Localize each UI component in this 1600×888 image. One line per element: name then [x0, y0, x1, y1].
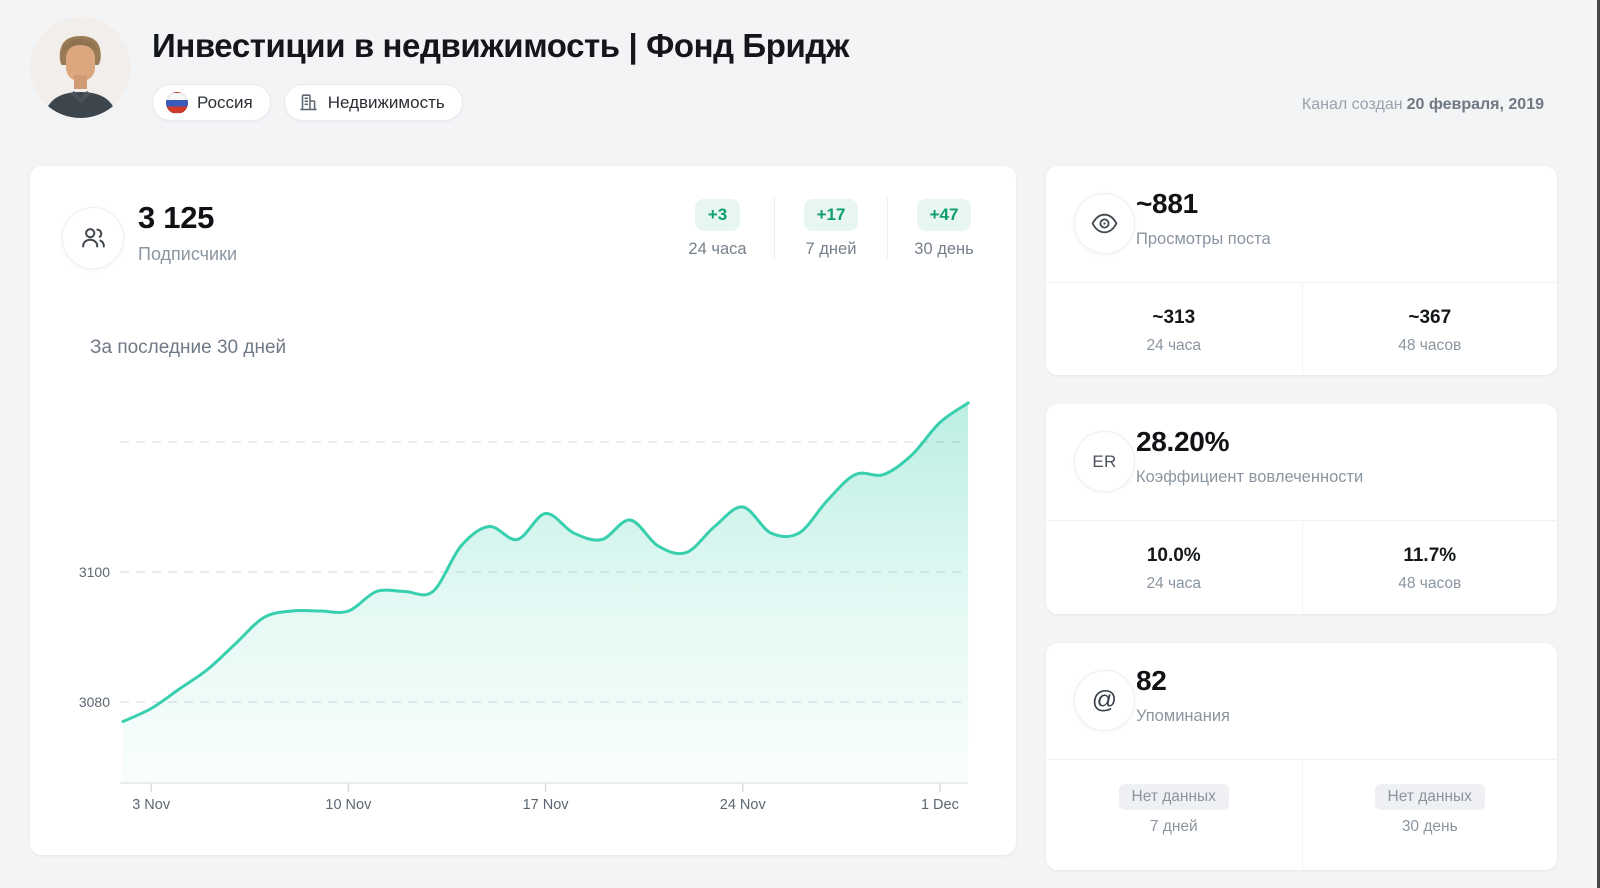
x-axis-label: 24 Nov	[719, 797, 766, 813]
mentions-breakdown: Нет данных 7 дней Нет данных 30 день	[1046, 759, 1557, 870]
area-chart-canvas[interactable]	[118, 393, 972, 793]
users-icon	[82, 228, 105, 248]
avatar-photo-illustration	[30, 17, 131, 118]
channel-created-date: Канал создан 20 февраля, 2019	[1302, 96, 1544, 114]
chart-period-label: За последние 30 дней	[90, 337, 287, 358]
window-right-edge	[1597, 0, 1600, 888]
mentions-label: Упоминания	[1136, 707, 1230, 725]
views-48h-cell: ~367 48 часов	[1301, 283, 1558, 375]
page-title: Инвестиции в недвижимость | Фонд Бридж	[152, 27, 849, 64]
post-views-breakdown: ~313 24 часа ~367 48 часов	[1046, 282, 1557, 375]
views-24h-value: ~313	[1152, 307, 1196, 328]
subscriber-deltas: +3 24 часа +17 7 дней +47 30 день	[661, 197, 1000, 259]
views-24h-cell: ~313 24 часа	[1046, 283, 1302, 375]
mentions-7d-nodata-badge: Нет данных	[1118, 784, 1229, 810]
delta-30d-period: 30 день	[914, 240, 974, 258]
subscribers-count: 3 125	[138, 200, 215, 235]
delta-7d-badge: +17	[803, 199, 859, 231]
russia-flag-icon	[166, 91, 188, 114]
post-views-label: Просмотры поста	[1136, 230, 1271, 248]
mentions-30d-period: 30 день	[1401, 818, 1458, 835]
category-badge[interactable]: Недвижимость	[283, 84, 463, 121]
chart-x-axis	[120, 782, 968, 792]
country-badge[interactable]: Россия	[152, 84, 271, 121]
x-axis-label: 1 Dec	[920, 797, 959, 813]
at-icon-circle: @	[1074, 670, 1135, 731]
eye-icon	[1091, 213, 1118, 234]
mentions-value: 82	[1136, 665, 1167, 696]
eye-icon-circle	[1074, 193, 1135, 254]
channel-badges: Россия Недвижимость	[152, 84, 463, 121]
country-badge-label: Россия	[197, 92, 253, 112]
x-axis-label: 10 Nov	[325, 797, 372, 813]
mentions-card: @ 82 Упоминания Нет данных 7 дней Нет да…	[1046, 643, 1557, 870]
building-icon	[300, 94, 317, 111]
users-icon-circle	[62, 207, 124, 269]
post-views-value: ~881	[1136, 188, 1198, 219]
at-icon: @	[1091, 686, 1118, 714]
delta-7d: +17 7 дней	[774, 197, 887, 259]
delta-7d-period: 7 дней	[805, 240, 857, 258]
engagement-rate-card: ER 28.20% Коэффициент вовлеченности 10.0…	[1046, 404, 1557, 614]
created-label: Канал создан	[1301, 96, 1403, 113]
er-icon-circle: ER	[1074, 431, 1135, 492]
er-24h-period: 24 часа	[1146, 575, 1202, 592]
created-date-value: 20 февраля, 2019	[1406, 96, 1544, 113]
y-axis-label: 3080	[78, 694, 110, 710]
x-axis-label: 17 Nov	[522, 797, 569, 813]
er-24h-cell: 10.0% 24 часа	[1046, 521, 1302, 614]
er-24h-value: 10.0%	[1146, 545, 1201, 566]
delta-30d-badge: +47	[916, 199, 972, 231]
mentions-7d-cell: Нет данных 7 дней	[1046, 760, 1302, 870]
engagement-rate-label: Коэффициент вовлеченности	[1136, 468, 1364, 486]
engagement-breakdown: 10.0% 24 часа 11.7% 48 часов	[1046, 520, 1557, 614]
x-axis-label: 3 Nov	[132, 797, 171, 813]
er-icon: ER	[1092, 451, 1117, 471]
delta-24h-badge: +3	[694, 199, 741, 231]
subscribers-card: 3 125 Подписчики +3 24 часа +17 7 дней +…	[30, 166, 1016, 855]
er-48h-period: 48 часов	[1398, 575, 1462, 592]
channel-avatar	[30, 17, 131, 118]
post-views-card: ~881 Просмотры поста ~313 24 часа ~367 4…	[1046, 166, 1557, 375]
er-48h-cell: 11.7% 48 часов	[1301, 521, 1558, 614]
mentions-30d-nodata-badge: Нет данных	[1374, 784, 1485, 810]
engagement-rate-value: 28.20%	[1136, 426, 1230, 457]
mentions-30d-cell: Нет данных 30 день	[1301, 760, 1558, 870]
subscribers-chart: 3100 3080 3 Nov 10 Nov 17 Nov 24 Nov 1 Dec	[79, 393, 972, 823]
views-48h-value: ~367	[1408, 307, 1452, 328]
mentions-7d-period: 7 дней	[1149, 818, 1198, 835]
delta-24h: +3 24 часа	[661, 197, 774, 259]
category-badge-label: Недвижимость	[327, 92, 445, 112]
delta-24h-period: 24 часа	[688, 240, 747, 258]
y-axis-label: 3100	[78, 564, 110, 580]
er-48h-value: 11.7%	[1403, 545, 1457, 566]
chart-series	[121, 401, 970, 783]
views-24h-period: 24 часа	[1146, 337, 1202, 354]
views-48h-period: 48 часов	[1398, 337, 1462, 354]
subscribers-label: Подписчики	[138, 244, 238, 264]
delta-30d: +47 30 день	[887, 197, 1000, 259]
